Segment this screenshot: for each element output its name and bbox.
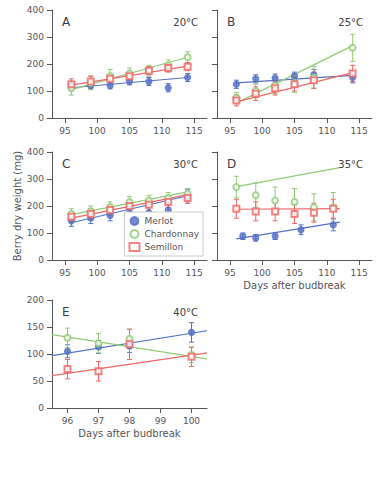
svg-text:110: 110 — [318, 126, 335, 136]
svg-text:95: 95 — [59, 126, 70, 136]
svg-text:105: 105 — [121, 268, 138, 278]
svg-text:400: 400 — [27, 5, 44, 15]
svg-text:95: 95 — [224, 126, 235, 136]
svg-text:200: 200 — [27, 201, 44, 211]
svg-text:110: 110 — [153, 268, 170, 278]
svg-text:0: 0 — [38, 403, 44, 413]
svg-text:Days after budbreak: Days after budbreak — [243, 280, 346, 291]
svg-text:100: 100 — [254, 268, 271, 278]
svg-text:100: 100 — [254, 126, 271, 136]
svg-text:200: 200 — [27, 59, 44, 69]
svg-text:100: 100 — [27, 349, 44, 359]
svg-text:E: E — [62, 305, 70, 319]
svg-text:110: 110 — [318, 268, 335, 278]
svg-text:100: 100 — [27, 228, 44, 238]
svg-text:Berry dry weight (mg): Berry dry weight (mg) — [12, 151, 23, 262]
svg-text:A: A — [62, 15, 71, 29]
svg-text:50: 50 — [33, 376, 45, 386]
svg-text:400: 400 — [27, 147, 44, 157]
svg-text:100: 100 — [27, 86, 44, 96]
svg-text:Semillon: Semillon — [144, 242, 183, 252]
svg-text:99: 99 — [155, 416, 167, 426]
svg-text:C: C — [62, 157, 70, 171]
svg-text:200: 200 — [27, 295, 44, 305]
svg-text:150: 150 — [27, 322, 44, 332]
svg-text:115: 115 — [350, 268, 367, 278]
svg-text:Chardonnay: Chardonnay — [144, 229, 199, 239]
svg-text:110: 110 — [153, 126, 170, 136]
svg-text:115: 115 — [185, 126, 202, 136]
svg-text:95: 95 — [224, 268, 235, 278]
svg-text:115: 115 — [185, 268, 202, 278]
svg-text:95: 95 — [59, 268, 70, 278]
svg-text:Days after budbreak: Days after budbreak — [78, 428, 181, 439]
svg-text:300: 300 — [27, 32, 44, 42]
svg-text:98: 98 — [124, 416, 136, 426]
svg-text:D: D — [227, 157, 236, 171]
svg-text:B: B — [227, 15, 235, 29]
svg-text:35°C: 35°C — [338, 159, 363, 170]
svg-text:Merlot: Merlot — [144, 216, 173, 226]
svg-text:105: 105 — [121, 126, 138, 136]
svg-text:100: 100 — [183, 416, 200, 426]
svg-text:96: 96 — [62, 416, 74, 426]
svg-text:100: 100 — [89, 126, 106, 136]
svg-text:20°C: 20°C — [173, 17, 198, 28]
svg-text:100: 100 — [89, 268, 106, 278]
svg-text:105: 105 — [286, 126, 303, 136]
svg-text:0: 0 — [38, 113, 44, 123]
svg-text:0: 0 — [38, 255, 44, 265]
svg-text:115: 115 — [350, 126, 367, 136]
svg-text:105: 105 — [286, 268, 303, 278]
svg-text:97: 97 — [93, 416, 104, 426]
svg-text:300: 300 — [27, 174, 44, 184]
svg-text:25°C: 25°C — [338, 17, 363, 28]
svg-text:40°C: 40°C — [173, 307, 198, 318]
svg-text:30°C: 30°C — [173, 159, 198, 170]
